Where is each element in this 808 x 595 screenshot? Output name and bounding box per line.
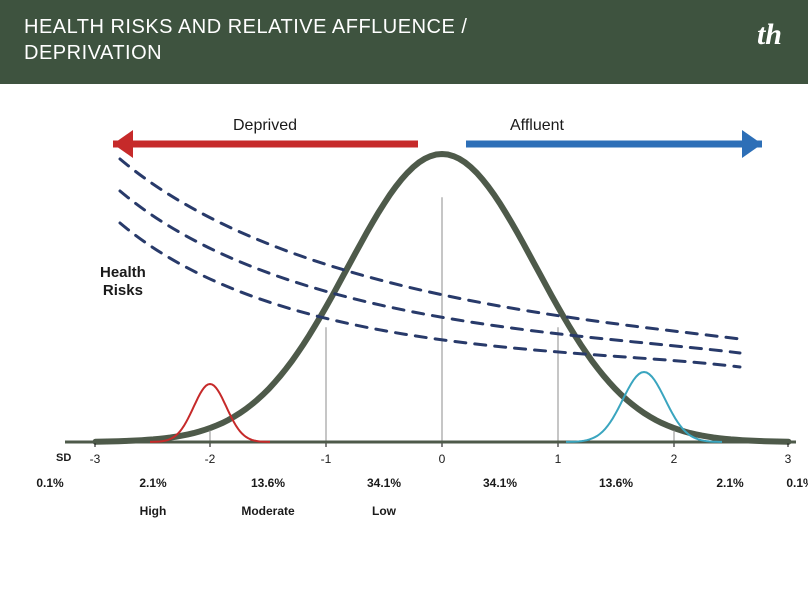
health-risks-line-1: Health (100, 264, 146, 281)
arrow-head (113, 130, 133, 158)
percent-label: 34.1% (483, 476, 517, 490)
affluent-label: Affluent (510, 117, 564, 135)
chart-svg (0, 84, 808, 534)
sd-tick-label: -2 (205, 452, 216, 466)
sd-tick-label: -1 (321, 452, 332, 466)
sd-tick-label: 3 (785, 452, 792, 466)
risk-curve (120, 223, 740, 367)
percent-label: 2.1% (139, 476, 166, 490)
header-bar: HEALTH RISKS AND RELATIVE AFFLUENCE / DE… (0, 0, 808, 84)
percent-label: 2.1% (716, 476, 743, 490)
risk-label: Low (372, 504, 396, 518)
percent-label: 0.1% (786, 476, 808, 490)
percent-label: 34.1% (367, 476, 401, 490)
logo: th (757, 18, 782, 52)
health-risks-line-2: Risks (103, 282, 143, 299)
sd-tick-label: 0 (439, 452, 446, 466)
percent-label: 13.6% (599, 476, 633, 490)
deprived-label: Deprived (233, 117, 297, 135)
sd-tick-label: -3 (90, 452, 101, 466)
sd-tick-label: 1 (555, 452, 562, 466)
chart-area: Deprived Affluent Health Risks SD -3 -2 -1… (0, 84, 808, 534)
health-risks-label: Health Risks (100, 264, 146, 300)
page-title: HEALTH RISKS AND RELATIVE AFFLUENCE / DE… (24, 14, 524, 66)
arrow-head (742, 130, 762, 158)
title-line-1: HEALTH RISKS AND RELATIVE AFFLUENCE / (24, 16, 467, 38)
title-line-2: DEPRIVATION (24, 42, 162, 64)
percent-label: 13.6% (251, 476, 285, 490)
risk-label: Moderate (241, 504, 294, 518)
sd-tick-label: 2 (671, 452, 678, 466)
risk-label: High (140, 504, 167, 518)
bell-curve-affluent (566, 372, 722, 442)
percent-label: 0.1% (36, 476, 63, 490)
sd-label: SD (56, 452, 71, 464)
